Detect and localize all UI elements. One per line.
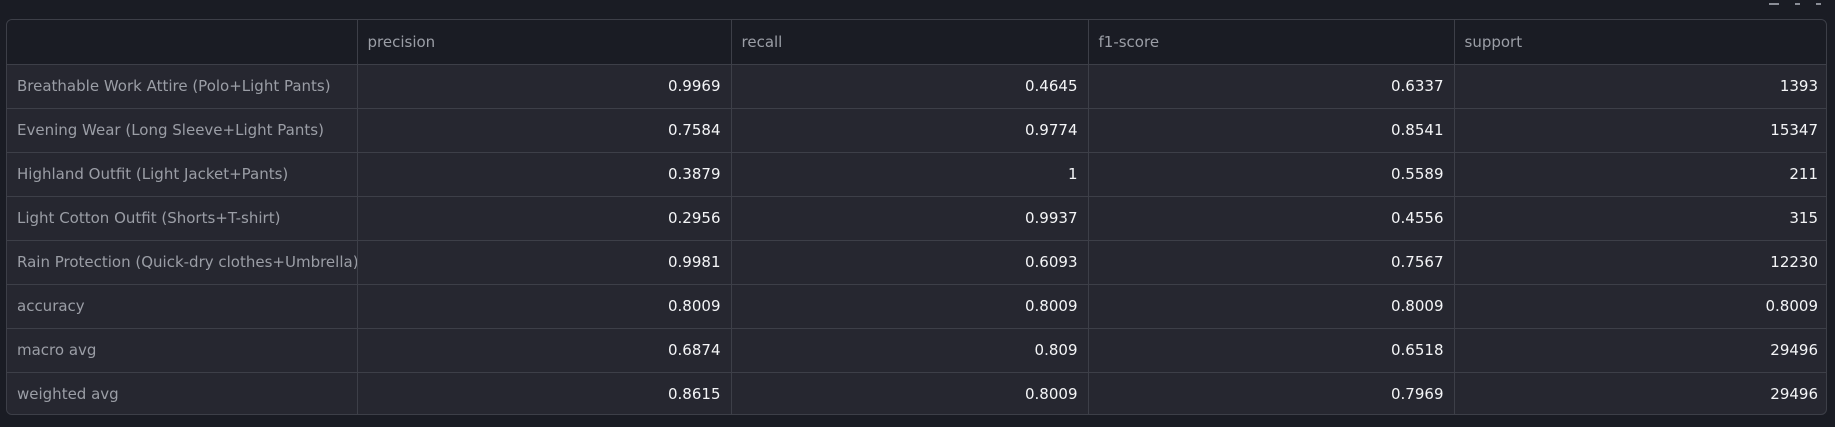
- support-cell[interactable]: 0.8009: [1454, 284, 1826, 329]
- f1-score-cell[interactable]: 0.8009: [1088, 284, 1455, 329]
- support-cell[interactable]: 29496: [1770, 385, 1818, 404]
- precision-cell[interactable]: 0.3879: [357, 152, 732, 197]
- column-header-index[interactable]: [7, 20, 358, 65]
- fullscreen-icon[interactable]: [1816, 0, 1821, 5]
- precision-cell[interactable]: 0.6874: [357, 328, 732, 373]
- row-label[interactable]: accuracy: [7, 284, 358, 329]
- support-cell[interactable]: 12230: [1454, 240, 1826, 285]
- table-row: Rain Protection (Quick-dry clothes+Umbre…: [7, 240, 1826, 285]
- support-cell[interactable]: 315: [1454, 196, 1826, 241]
- f1-score-cell[interactable]: 0.7567: [1088, 240, 1455, 285]
- f1-score-cell[interactable]: 0.8541: [1088, 108, 1455, 153]
- table-toolbar: [1769, 0, 1821, 8]
- precision-cell[interactable]: 0.8615: [357, 372, 732, 414]
- precision-cell[interactable]: 0.7584: [357, 108, 732, 153]
- header-row: precision recall f1-score support: [7, 20, 1826, 65]
- recall-cell[interactable]: 0.8009: [731, 284, 1089, 329]
- table-row: macro avg 0.6874 0.809 0.6518 29496: [7, 328, 1826, 373]
- dataframe: precision recall f1-score support Breath…: [6, 19, 1827, 415]
- recall-cell[interactable]: 0.9774: [731, 108, 1089, 153]
- support-cell[interactable]: 29496: [1454, 328, 1826, 373]
- column-header-f1-score[interactable]: f1-score: [1088, 20, 1455, 65]
- download-icon[interactable]: [1769, 0, 1779, 5]
- row-label[interactable]: weighted avg: [7, 372, 358, 414]
- recall-cell[interactable]: 0.8009: [731, 372, 1089, 414]
- recall-cell[interactable]: 0.9937: [731, 196, 1089, 241]
- precision-cell[interactable]: 0.8009: [357, 284, 732, 329]
- precision-cell[interactable]: 0.2956: [357, 196, 732, 241]
- precision-cell[interactable]: 0.9981: [357, 240, 732, 285]
- classification-report-table: precision recall f1-score support Breath…: [7, 20, 1826, 414]
- table-row: Evening Wear (Long Sleeve+Light Pants) 0…: [7, 108, 1826, 153]
- table-row: Highland Outfit (Light Jacket+Pants) 0.3…: [7, 152, 1826, 197]
- table-row: accuracy 0.8009 0.8009 0.8009 0.8009: [7, 284, 1826, 329]
- row-label[interactable]: Light Cotton Outfit (Shorts+T-shirt): [7, 196, 358, 241]
- row-label[interactable]: Highland Outfit (Light Jacket+Pants): [7, 152, 358, 197]
- precision-cell[interactable]: 0.9969: [357, 64, 732, 109]
- table-row: Light Cotton Outfit (Shorts+T-shirt) 0.2…: [7, 196, 1826, 241]
- row-label[interactable]: Rain Protection (Quick-dry clothes+Umbre…: [7, 240, 358, 285]
- recall-cell[interactable]: 0.4645: [731, 64, 1089, 109]
- recall-cell[interactable]: 0.6093: [731, 240, 1089, 285]
- f1-score-cell[interactable]: 0.7969: [1088, 372, 1455, 414]
- table-row: weighted avg 0.8615 0.8009 0.7969 29496: [7, 372, 1826, 414]
- f1-score-cell[interactable]: 0.6337: [1088, 64, 1455, 109]
- recall-cell[interactable]: 0.809: [731, 328, 1089, 373]
- column-header-recall[interactable]: recall: [731, 20, 1089, 65]
- row-label[interactable]: Breathable Work Attire (Polo+Light Pants…: [7, 64, 358, 109]
- recall-cell[interactable]: 1: [731, 152, 1089, 197]
- table-row: Breathable Work Attire (Polo+Light Pants…: [7, 64, 1826, 109]
- support-cell[interactable]: 1393: [1454, 64, 1826, 109]
- f1-score-cell[interactable]: 0.4556: [1088, 196, 1455, 241]
- support-cell[interactable]: 211: [1454, 152, 1826, 197]
- row-label[interactable]: Evening Wear (Long Sleeve+Light Pants): [7, 108, 358, 153]
- column-header-support[interactable]: support: [1454, 20, 1826, 65]
- support-cell[interactable]: 15347: [1454, 108, 1826, 153]
- search-icon[interactable]: [1795, 0, 1800, 5]
- row-label[interactable]: macro avg: [7, 328, 358, 373]
- column-header-precision[interactable]: precision: [357, 20, 732, 65]
- f1-score-cell[interactable]: 0.6518: [1088, 328, 1455, 373]
- f1-score-cell[interactable]: 0.5589: [1088, 152, 1455, 197]
